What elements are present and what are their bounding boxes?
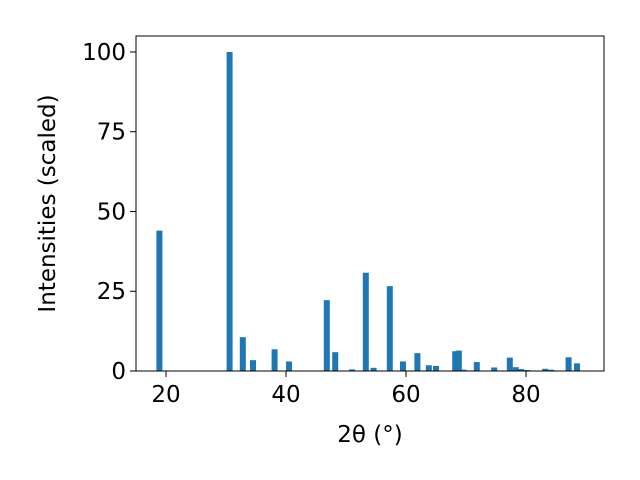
bar bbox=[425, 365, 432, 371]
y-tick-label: 75 bbox=[97, 120, 126, 146]
bar bbox=[226, 51, 233, 371]
y-axis-ticks: 0 25 50 75 100 bbox=[82, 40, 136, 385]
bar bbox=[271, 349, 278, 371]
y-axis-label: Intensities (scaled) bbox=[35, 94, 61, 312]
bar bbox=[460, 369, 467, 371]
y-tick-label: 50 bbox=[97, 199, 126, 225]
x-tick-label: 60 bbox=[391, 382, 420, 408]
bar bbox=[433, 365, 439, 371]
y-tick-label: 25 bbox=[97, 279, 126, 305]
y-tick-label: 100 bbox=[82, 40, 126, 66]
bar bbox=[455, 350, 462, 371]
bar bbox=[574, 363, 580, 371]
bar bbox=[548, 369, 555, 371]
bar bbox=[323, 300, 330, 371]
bar bbox=[286, 361, 292, 371]
x-tick-label: 80 bbox=[511, 382, 540, 408]
bar bbox=[386, 286, 393, 371]
bar bbox=[565, 357, 572, 371]
bar bbox=[349, 369, 355, 371]
bar bbox=[362, 272, 369, 371]
x-axis-ticks: 20 40 60 80 bbox=[151, 371, 541, 408]
bar bbox=[452, 351, 459, 371]
bar-series bbox=[156, 51, 580, 371]
bar bbox=[370, 367, 377, 371]
bar bbox=[512, 367, 519, 371]
bar bbox=[473, 362, 480, 371]
bar bbox=[156, 230, 163, 371]
plot-frame bbox=[135, 35, 605, 372]
x-tick-label: 40 bbox=[271, 382, 300, 408]
bar bbox=[506, 357, 513, 371]
bar bbox=[400, 361, 406, 371]
bar bbox=[332, 352, 339, 371]
bar bbox=[250, 360, 256, 371]
x-tick-label: 20 bbox=[151, 382, 180, 408]
bar bbox=[491, 367, 498, 371]
bar bbox=[542, 368, 549, 371]
y-tick-label: 0 bbox=[111, 359, 126, 385]
bar bbox=[518, 369, 525, 371]
plot-background bbox=[136, 36, 604, 371]
x-axis-label: 2θ (°) bbox=[337, 422, 402, 448]
bar bbox=[414, 353, 421, 371]
bar bbox=[239, 337, 246, 371]
